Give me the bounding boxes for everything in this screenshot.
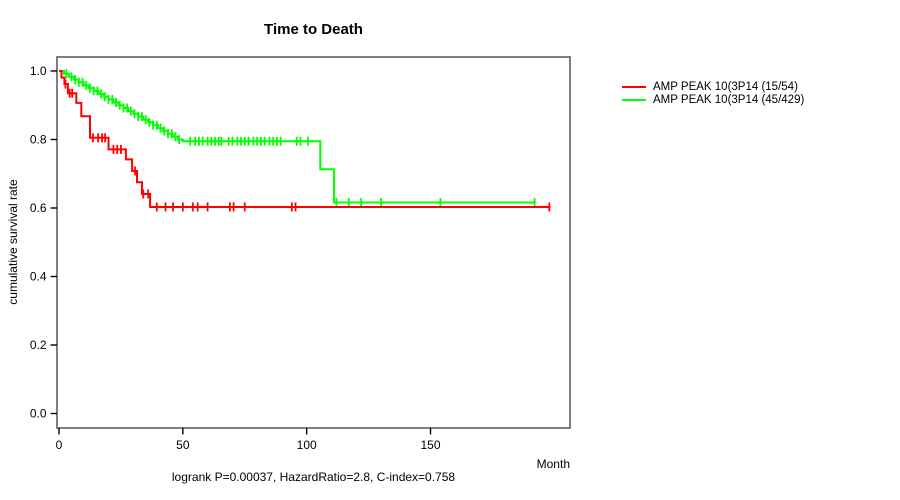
y-axis: 1.0 0.8 0.6 0.4 0.2 0.0 xyxy=(30,64,57,421)
footer-statistics: logrank P=0.00037, HazardRatio=2.8, C-in… xyxy=(171,470,456,484)
red-line-swatch xyxy=(622,85,646,88)
x-axis: 0 50 100 150 xyxy=(56,428,441,452)
y-tick-label: 0.8 xyxy=(30,133,47,147)
x-tick-label: 100 xyxy=(297,438,317,452)
censor-marks-red xyxy=(64,79,551,212)
chart-title: Time to Death xyxy=(264,21,363,38)
y-tick-label: 0.2 xyxy=(30,338,47,352)
y-tick-label: 1.0 xyxy=(30,64,47,78)
legend: AMP PEAK 10(3P14 (15/54) AMP PEAK 10(3P1… xyxy=(622,80,804,106)
legend-label-red: AMP PEAK 10(3P14 (15/54) xyxy=(653,80,798,93)
x-tick-label: 150 xyxy=(420,438,440,452)
plot-box xyxy=(56,56,571,429)
legend-label-green: AMP PEAK 10(3P14 (45/429) xyxy=(653,93,805,106)
km-step-line-green xyxy=(59,70,536,204)
legend-item-green: AMP PEAK 10(3P14 (45/429) xyxy=(622,93,804,106)
censor-marks-green xyxy=(65,69,536,208)
survival-curve-green xyxy=(59,69,536,208)
x-axis-title: Month xyxy=(536,457,570,471)
y-tick-label: 0.6 xyxy=(30,201,47,215)
x-tick-label: 0 xyxy=(56,438,63,452)
km-step-line-red xyxy=(59,70,551,208)
green-line-swatch xyxy=(622,98,646,101)
y-tick-label: 0.4 xyxy=(30,270,47,284)
y-axis-title: cumulative survival rate xyxy=(6,179,20,305)
x-tick-label: 50 xyxy=(176,438,190,452)
y-tick-label: 0.0 xyxy=(30,407,47,421)
legend-item-red: AMP PEAK 10(3P14 (15/54) xyxy=(622,80,804,93)
survival-curve-red xyxy=(59,70,551,212)
